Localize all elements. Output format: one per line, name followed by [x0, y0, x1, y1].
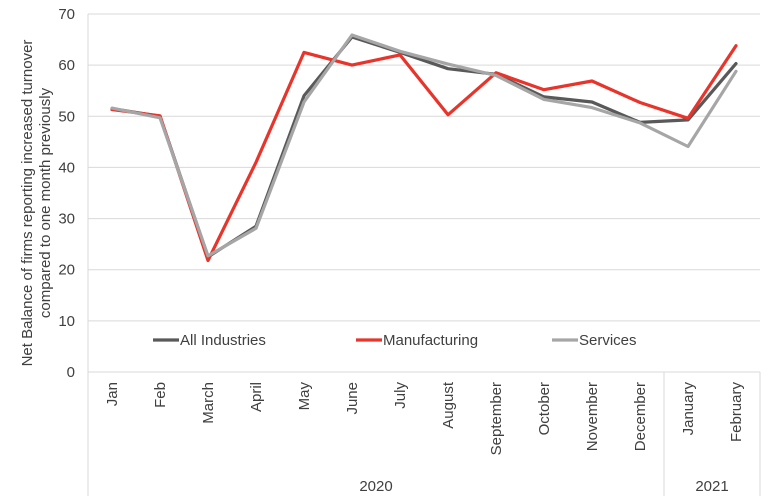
legend-label: Services	[579, 332, 637, 349]
x-category-label: Jan	[104, 382, 121, 406]
legend: All Industries Manufacturing Services	[153, 332, 637, 349]
x-category-label: March	[200, 382, 217, 424]
y-tick-label: 10	[58, 313, 75, 330]
y-tick-label: 30	[58, 211, 75, 228]
series-line	[110, 35, 738, 259]
x-category-label: June	[344, 382, 361, 415]
x-group-labels: 2020 2021	[359, 478, 728, 495]
x-category-label: September	[488, 382, 505, 455]
x-category-label: November	[584, 382, 601, 451]
series-lines	[110, 33, 738, 263]
series-line	[110, 44, 738, 263]
y-tick-label: 50	[58, 108, 75, 125]
y-axis-label-line: compared to one month previously	[37, 87, 54, 318]
x-category-label: May	[296, 382, 313, 411]
x-category-label: February	[728, 382, 745, 443]
gridlines	[88, 13, 760, 322]
x-category-labels: Jan Feb March April May June July August Septemb…	[104, 381, 745, 455]
series-line	[110, 33, 738, 258]
x-category-label: October	[536, 382, 553, 435]
y-axis-label: Net Balance of firms reporting increased…	[19, 40, 54, 367]
x-category-label: December	[632, 382, 649, 451]
x-category-label: August	[440, 381, 457, 429]
y-tick-label: 0	[67, 364, 75, 381]
x-category-label: January	[680, 382, 697, 436]
x-group-label: 2020	[359, 478, 392, 495]
y-tick-labels: 0 10 20 30 40 50 60 70	[58, 6, 75, 381]
x-category-label: April	[248, 382, 265, 412]
y-tick-label: 40	[58, 159, 75, 176]
legend-label: Manufacturing	[383, 332, 478, 349]
legend-label: All Industries	[180, 332, 266, 349]
x-category-label: Feb	[152, 382, 169, 408]
y-tick-label: 20	[58, 262, 75, 279]
y-axis-label-line: Net Balance of firms reporting increased…	[19, 40, 36, 367]
x-group-label: 2021	[695, 478, 728, 495]
y-tick-label: 60	[58, 57, 75, 74]
axes	[87, 14, 761, 496]
x-category-label: July	[392, 382, 409, 409]
y-tick-label: 70	[58, 6, 75, 23]
